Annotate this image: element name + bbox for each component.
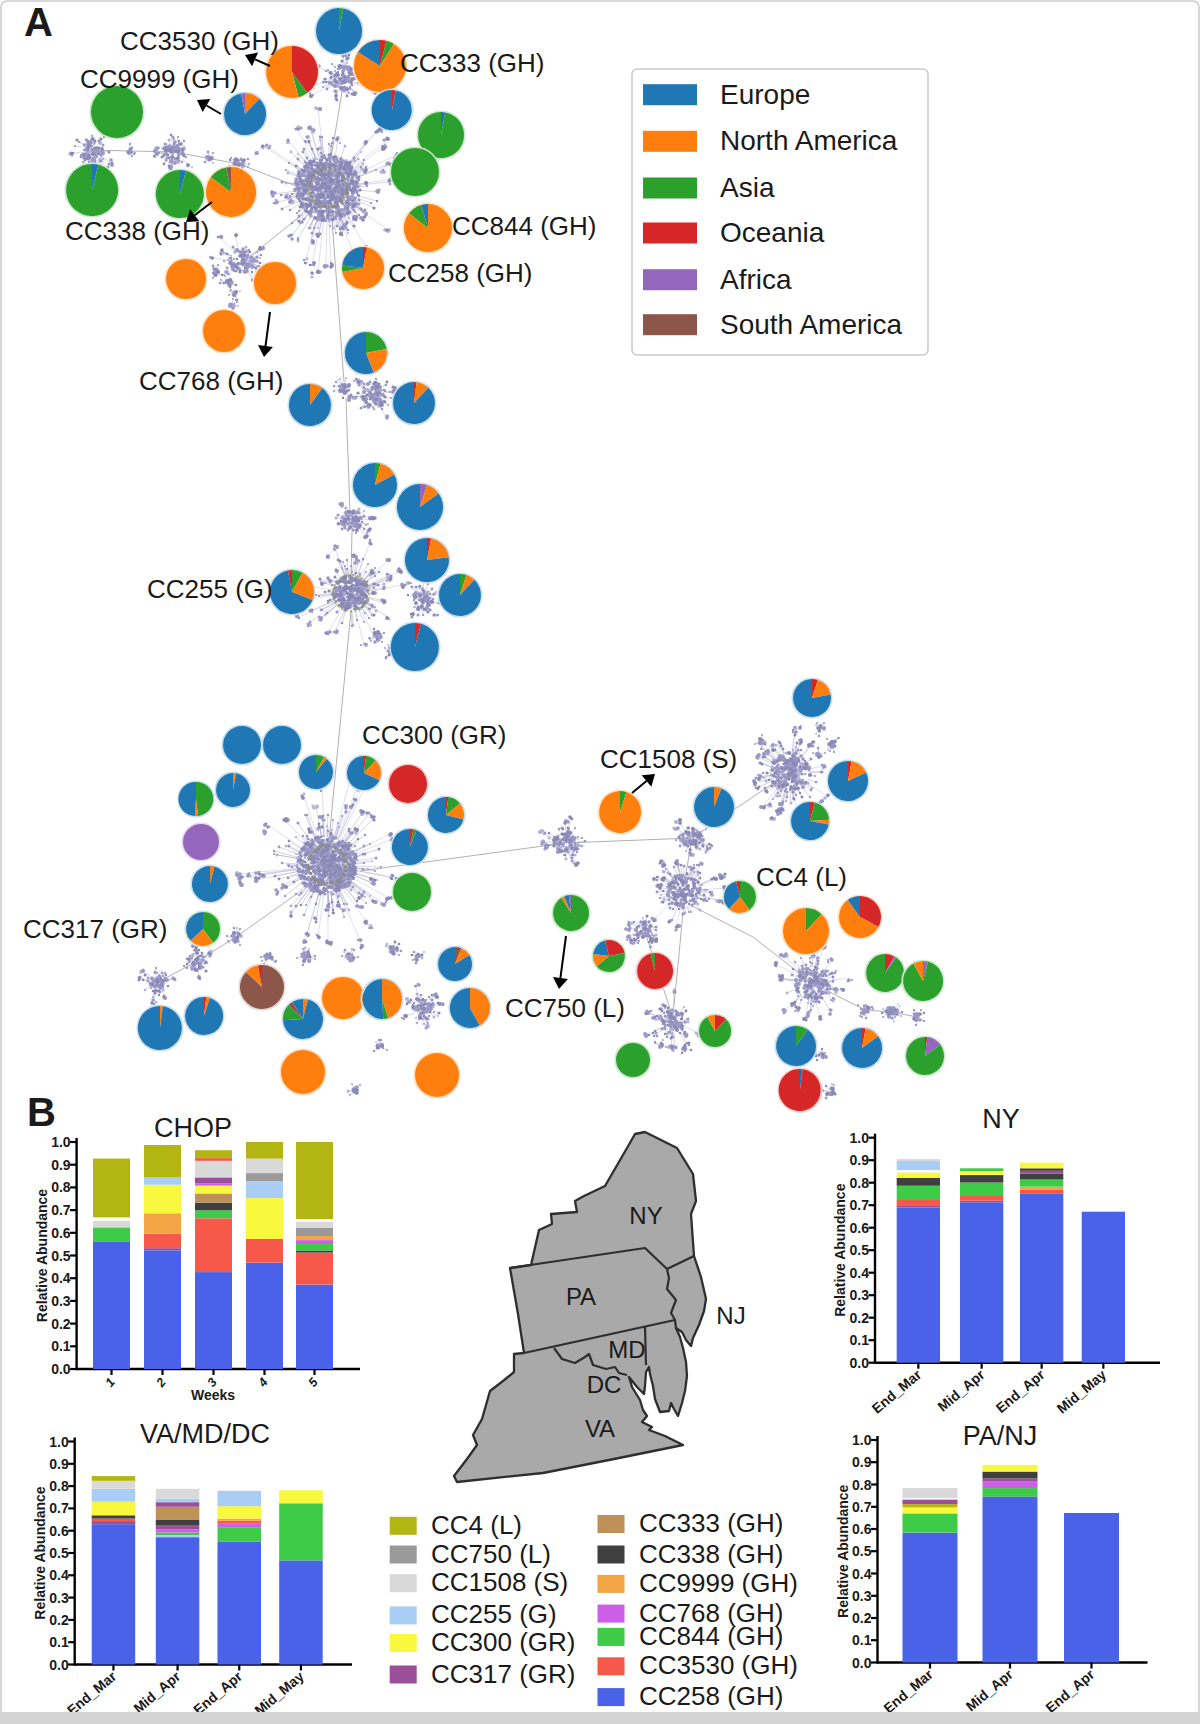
svg-text:CC3530 (GH): CC3530 (GH) — [639, 1650, 798, 1680]
svg-text:0.4: 0.4 — [850, 1265, 870, 1281]
svg-text:CC255 (G): CC255 (G) — [431, 1599, 557, 1629]
svg-text:CC255 (G): CC255 (G) — [147, 574, 273, 604]
svg-text:CC317 (GR): CC317 (GR) — [23, 914, 167, 944]
svg-text:Relative Abundance: Relative Abundance — [32, 1486, 48, 1620]
svg-text:0.4: 0.4 — [49, 1567, 69, 1583]
svg-text:0.7: 0.7 — [49, 1500, 69, 1516]
svg-text:CC300 (GR): CC300 (GR) — [362, 720, 506, 750]
svg-text:0.7: 0.7 — [51, 1202, 71, 1218]
svg-text:0.0: 0.0 — [51, 1361, 71, 1377]
svg-text:VA/MD/DC: VA/MD/DC — [140, 1419, 270, 1449]
svg-text:0.5: 0.5 — [49, 1545, 69, 1561]
svg-text:NJ: NJ — [716, 1302, 745, 1329]
svg-text:0.1: 0.1 — [850, 1332, 870, 1348]
svg-text:CHOP: CHOP — [154, 1113, 232, 1143]
svg-text:0.7: 0.7 — [850, 1197, 870, 1213]
svg-text:PA: PA — [566, 1283, 596, 1310]
svg-text:0.8: 0.8 — [850, 1175, 870, 1191]
svg-text:0.5: 0.5 — [850, 1242, 870, 1258]
svg-text:0.9: 0.9 — [850, 1152, 870, 1168]
svg-text:0.9: 0.9 — [852, 1454, 872, 1470]
svg-text:Relative Abundance: Relative Abundance — [34, 1189, 50, 1323]
svg-text:CC4 (L): CC4 (L) — [431, 1510, 522, 1540]
svg-text:VA: VA — [585, 1415, 615, 1442]
svg-text:0.9: 0.9 — [49, 1456, 69, 1472]
svg-text:CC317 (GR): CC317 (GR) — [431, 1659, 575, 1689]
svg-text:CC1508 (S): CC1508 (S) — [431, 1567, 568, 1597]
svg-text:South America: South America — [720, 309, 903, 340]
svg-text:CC333 (GH): CC333 (GH) — [639, 1508, 783, 1538]
svg-text:1.0: 1.0 — [49, 1434, 69, 1450]
svg-text:0.6: 0.6 — [850, 1220, 870, 1236]
svg-text:0.3: 0.3 — [51, 1293, 71, 1309]
svg-text:0.7: 0.7 — [852, 1499, 872, 1515]
svg-text:0.2: 0.2 — [850, 1310, 870, 1326]
svg-text:0.2: 0.2 — [51, 1316, 71, 1332]
svg-text:CC844 (GH): CC844 (GH) — [452, 211, 596, 241]
svg-text:Oceania: Oceania — [720, 217, 825, 248]
svg-text:0.3: 0.3 — [852, 1588, 872, 1604]
svg-text:1.0: 1.0 — [852, 1432, 872, 1448]
svg-text:0.8: 0.8 — [852, 1477, 872, 1493]
svg-text:1.0: 1.0 — [850, 1130, 870, 1146]
svg-text:0.0: 0.0 — [49, 1657, 69, 1673]
svg-text:0.1: 0.1 — [49, 1634, 69, 1650]
svg-text:CC3530 (GH): CC3530 (GH) — [120, 26, 279, 56]
svg-text:PA/NJ: PA/NJ — [963, 1421, 1038, 1451]
svg-text:0.0: 0.0 — [852, 1655, 872, 1671]
svg-text:North America: North America — [720, 125, 898, 156]
svg-text:CC258 (GH): CC258 (GH) — [639, 1681, 783, 1711]
svg-text:0.8: 0.8 — [51, 1179, 71, 1195]
svg-text:DC: DC — [587, 1371, 622, 1398]
svg-text:Relative Abundance: Relative Abundance — [835, 1484, 851, 1618]
svg-text:Relative Abundance: Relative Abundance — [832, 1183, 848, 1317]
svg-text:0.8: 0.8 — [49, 1478, 69, 1494]
svg-text:0.4: 0.4 — [51, 1270, 71, 1286]
svg-text:0.4: 0.4 — [852, 1566, 872, 1582]
svg-text:MD: MD — [608, 1336, 645, 1363]
svg-text:CC300 (GR): CC300 (GR) — [431, 1627, 575, 1657]
svg-text:CC258 (GH): CC258 (GH) — [388, 258, 532, 288]
svg-text:NY: NY — [629, 1202, 662, 1229]
svg-text:0.6: 0.6 — [49, 1523, 69, 1539]
svg-text:CC750 (L): CC750 (L) — [505, 993, 625, 1023]
svg-text:B: B — [27, 1090, 56, 1134]
svg-text:0.6: 0.6 — [852, 1521, 872, 1537]
svg-text:CC750 (L): CC750 (L) — [431, 1539, 551, 1569]
svg-text:1.0: 1.0 — [51, 1134, 71, 1150]
svg-text:0.9: 0.9 — [51, 1157, 71, 1173]
svg-text:Asia: Asia — [720, 172, 775, 203]
svg-text:0.5: 0.5 — [852, 1543, 872, 1559]
svg-text:Europe: Europe — [720, 79, 810, 110]
svg-text:CC768 (GH): CC768 (GH) — [139, 366, 283, 396]
svg-text:Weeks: Weeks — [191, 1387, 235, 1403]
svg-text:CC844 (GH): CC844 (GH) — [639, 1621, 783, 1651]
svg-text:CC338 (GH): CC338 (GH) — [639, 1539, 783, 1569]
svg-text:0.5: 0.5 — [51, 1248, 71, 1264]
svg-text:0.0: 0.0 — [850, 1355, 870, 1371]
svg-text:0.6: 0.6 — [51, 1225, 71, 1241]
svg-text:CC4 (L): CC4 (L) — [756, 862, 847, 892]
svg-text:0.2: 0.2 — [49, 1612, 69, 1628]
svg-text:0.1: 0.1 — [51, 1338, 71, 1354]
svg-text:0.2: 0.2 — [852, 1610, 872, 1626]
svg-text:CC1508 (S): CC1508 (S) — [600, 744, 737, 774]
svg-text:0.3: 0.3 — [49, 1590, 69, 1606]
svg-text:CC9999 (GH): CC9999 (GH) — [639, 1568, 798, 1598]
svg-text:A: A — [24, 0, 53, 44]
svg-text:0.1: 0.1 — [852, 1632, 872, 1648]
svg-text:Africa: Africa — [720, 264, 792, 295]
svg-text:CC333 (GH): CC333 (GH) — [400, 48, 544, 78]
svg-text:CC9999 (GH): CC9999 (GH) — [80, 64, 239, 94]
svg-text:NY: NY — [982, 1104, 1020, 1134]
svg-text:0.3: 0.3 — [850, 1287, 870, 1303]
